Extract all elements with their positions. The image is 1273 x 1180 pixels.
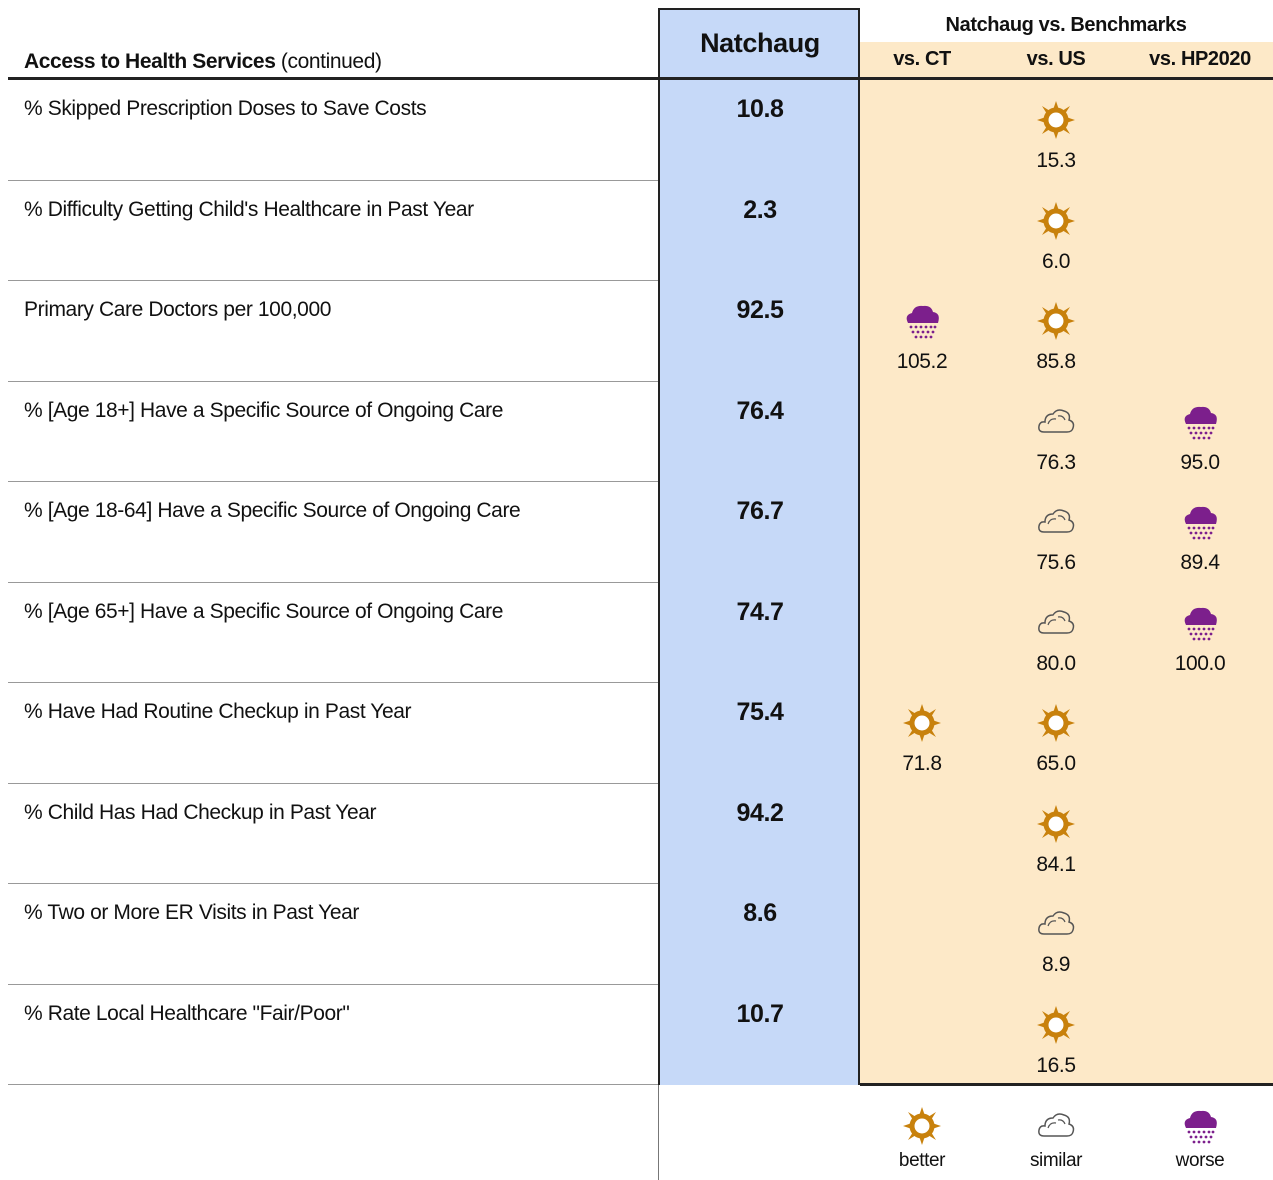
- row-divider: [8, 179, 658, 181]
- area-column-bg: [658, 8, 860, 1085]
- area-value: 92.5: [736, 296, 784, 324]
- rating-icon: [1036, 804, 1076, 844]
- row-label: % Two or More ER Visits in Past Year: [24, 901, 359, 924]
- header-rule: [8, 77, 1273, 80]
- benchmark-value: 100.0: [1174, 651, 1226, 675]
- section-title: Access to Health Services (continued): [24, 50, 382, 74]
- rating-icon: [902, 703, 942, 743]
- row-divider: [8, 782, 658, 784]
- row-label: % Skipped Prescription Doses to Save Cos…: [24, 97, 427, 120]
- rating-icon: [902, 301, 942, 341]
- area-value: 94.2: [736, 798, 784, 827]
- row-divider: [8, 280, 658, 281]
- benchmark-value: 84.1: [1036, 852, 1076, 876]
- row-label: % [Age 18+] Have a Specific Source of On…: [24, 398, 504, 422]
- rating-icon: [1036, 1005, 1076, 1045]
- area-value: 2.3: [743, 195, 777, 224]
- title: Access to Health Services: [24, 50, 276, 73]
- rating-icon: [1180, 1106, 1220, 1146]
- legend-label: worse: [1175, 1150, 1225, 1171]
- rating-icon: [902, 1106, 942, 1146]
- rating-icon: [1036, 1106, 1076, 1146]
- row-label: Primary Care Doctors per 100,000: [24, 298, 331, 321]
- benchmark-value: 95.0: [1180, 450, 1220, 474]
- rating-icon: [1180, 502, 1220, 542]
- row-divider: [8, 481, 658, 482]
- row-divider: [8, 380, 658, 382]
- row-divider: [8, 983, 658, 985]
- row-divider: [8, 1084, 658, 1085]
- rating-icon: [1036, 502, 1076, 542]
- benchmark-value: 105.2: [896, 350, 948, 373]
- benchmark-column-header: vs. HP2020: [1149, 48, 1251, 70]
- benchmark-value: 6.0: [1042, 249, 1070, 273]
- row-label: % [Age 65+] Have a Specific Source of On…: [24, 599, 504, 623]
- benchmark-value: 89.4: [1180, 551, 1220, 574]
- rating-icon: [1180, 402, 1220, 442]
- row-divider: [8, 682, 658, 683]
- rating-icon: [1036, 904, 1076, 944]
- benchmark-column-header: vs. US: [1026, 48, 1086, 70]
- area-value: 8.6: [743, 899, 777, 927]
- benchmark-value: 16.5: [1036, 1053, 1076, 1077]
- row-label: % Have Had Routine Checkup in Past Year: [24, 700, 412, 723]
- rating-icon: [1180, 603, 1220, 643]
- row-divider: [8, 581, 658, 583]
- benchmark-value: 65.0: [1036, 752, 1076, 775]
- benchmark-value: 75.6: [1036, 551, 1076, 574]
- rating-icon: [1036, 301, 1076, 341]
- row-label: % Rate Local Healthcare "Fair/Poor": [24, 1001, 350, 1025]
- benchmark-header: Natchaug vs. Benchmarks: [945, 14, 1187, 36]
- rating-icon: [1036, 402, 1076, 442]
- legend-divider: [658, 1085, 659, 1180]
- benchmark-value: 76.3: [1036, 450, 1076, 474]
- benchmark-value: 85.8: [1036, 350, 1076, 373]
- rating-icon: [1036, 703, 1076, 743]
- row-divider: [8, 883, 658, 884]
- area-header: Natchaug: [700, 28, 820, 58]
- row-label: % Difficulty Getting Child's Healthcare …: [24, 197, 474, 221]
- benchmark-value: 15.3: [1036, 149, 1076, 172]
- rating-icon: [1036, 201, 1076, 241]
- legend-label: better: [898, 1150, 946, 1171]
- rating-icon: [1036, 100, 1076, 140]
- bottom-rule: [860, 1083, 1273, 1086]
- legend-label: similar: [1029, 1150, 1083, 1171]
- area-value: 74.7: [736, 597, 784, 626]
- benchmark-value: 8.9: [1042, 953, 1070, 976]
- area-value: 76.4: [736, 396, 784, 425]
- area-value: 76.7: [736, 497, 784, 525]
- area-value: 10.8: [736, 95, 784, 123]
- title-note: (continued): [280, 50, 382, 73]
- area-value: 75.4: [736, 698, 784, 726]
- benchmark-value: 71.8: [902, 752, 942, 775]
- row-label: % [Age 18-64] Have a Specific Source of …: [24, 499, 521, 522]
- rating-icon: [1036, 603, 1076, 643]
- benchmark-value: 80.0: [1036, 651, 1076, 675]
- row-label: % Child Has Had Checkup in Past Year: [24, 800, 377, 824]
- area-value: 10.7: [736, 999, 784, 1028]
- benchmark-column-header: vs. CT: [893, 48, 951, 70]
